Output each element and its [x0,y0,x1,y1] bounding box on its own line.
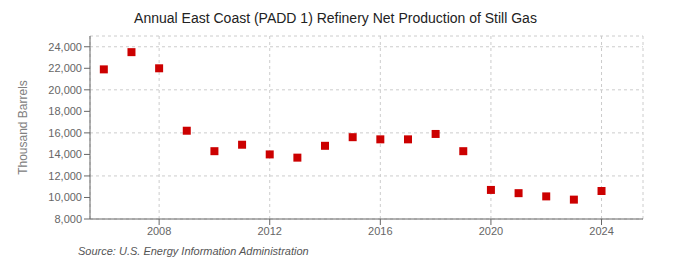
svg-text:2012: 2012 [257,225,281,237]
svg-text:10,000: 10,000 [48,191,82,203]
svg-text:Thousand Barrels: Thousand Barrels [16,80,30,175]
svg-text:24,000: 24,000 [48,41,82,53]
html-text:Annual East Coast (PADD 1) Ref: Annual East Coast (PADD 1) Refinery Net … [134,10,537,26]
svg-text:18,000: 18,000 [48,105,82,117]
svg-text:2020: 2020 [479,225,503,237]
svg-text:8,000: 8,000 [54,213,82,225]
html-text:Source: U.S. Energy Informatio: Source: U.S. Energy Information Administ… [78,245,309,257]
svg-text:20,000: 20,000 [48,84,82,96]
svg-text:14,000: 14,000 [48,148,82,160]
svg-text:22,000: 22,000 [48,62,82,74]
svg-text:12,000: 12,000 [48,170,82,182]
svg-text:2008: 2008 [147,225,171,237]
svg-text:2016: 2016 [368,225,392,237]
svg-text:16,000: 16,000 [48,127,82,139]
svg-text:2024: 2024 [589,225,613,237]
